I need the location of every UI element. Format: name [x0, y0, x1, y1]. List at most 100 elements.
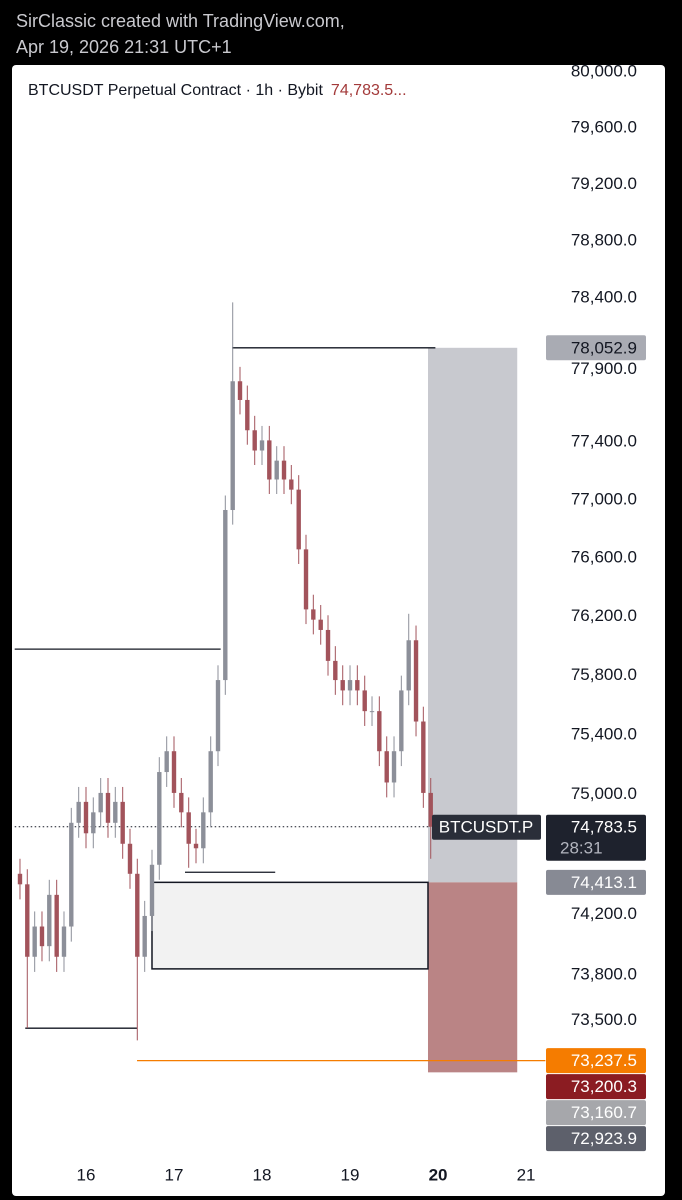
- candle-body: [421, 721, 426, 793]
- y-tick-label: 79,200.0: [571, 174, 637, 193]
- candle-body: [179, 792, 184, 813]
- y-tick-label: 76,200.0: [571, 606, 637, 625]
- title-price: 74,783.5...: [331, 82, 407, 99]
- candle-body: [281, 460, 287, 480]
- x-tick-label: 17: [165, 1165, 184, 1184]
- y-tick-label: 77,900.0: [571, 359, 637, 378]
- candle-body: [98, 792, 103, 813]
- candle-body: [113, 801, 118, 823]
- x-tick-label: 16: [77, 1165, 96, 1184]
- candle-body: [333, 660, 338, 681]
- candle-body: [369, 711, 375, 713]
- candle-body: [347, 680, 353, 691]
- credit-line: SirClassic created with TradingView.com,: [16, 11, 345, 31]
- candle-body: [142, 915, 147, 957]
- price-tag: [546, 1048, 646, 1074]
- candle-body: [105, 792, 111, 823]
- candle-body: [47, 894, 52, 947]
- y-tick-label: 75,000.0: [571, 784, 637, 803]
- candle-body: [171, 751, 177, 793]
- candle-body: [428, 792, 433, 827]
- candle-body: [237, 381, 243, 400]
- x-tick-label: 21: [517, 1165, 536, 1184]
- candle-body: [39, 926, 45, 947]
- price-tag: [546, 1074, 646, 1100]
- price-tag-label: 78,052.9: [571, 338, 637, 357]
- chart-panel: [12, 65, 665, 1196]
- position-reward: [427, 882, 518, 1073]
- candle-body: [223, 510, 228, 681]
- x-tick-label: 18: [253, 1165, 272, 1184]
- last-price-label: 74,783.5: [571, 817, 637, 836]
- price-tag: [546, 1100, 646, 1126]
- y-tick-label: 80,000.0: [571, 61, 637, 80]
- candle-body: [61, 926, 67, 957]
- candle-body: [406, 640, 411, 691]
- candle-body: [399, 690, 404, 752]
- candle-body: [149, 864, 155, 916]
- symbol-label: BTCUSDT.P: [439, 817, 533, 836]
- y-tick-label: 74,200.0: [571, 904, 637, 923]
- candle-body: [377, 711, 382, 752]
- y-tick-label: 76,600.0: [571, 548, 637, 567]
- candle-body: [303, 549, 309, 610]
- candle-body: [230, 381, 235, 511]
- price-tag-label: 72,923.9: [571, 1129, 637, 1148]
- candle-body: [362, 690, 367, 712]
- candle-body: [193, 843, 199, 849]
- price-tag: [546, 335, 646, 361]
- candle-body: [267, 440, 272, 480]
- candle-body: [355, 680, 360, 691]
- candle-body: [245, 399, 250, 431]
- candle-body: [391, 751, 397, 783]
- y-tick-label: 75,800.0: [571, 665, 637, 684]
- y-tick-label: 79,600.0: [571, 118, 637, 137]
- candle-body: [325, 629, 331, 661]
- last-price-tag: [546, 814, 646, 861]
- candle-body: [274, 460, 279, 480]
- credit-date: Apr 19, 2026 21:31 UTC+1: [16, 37, 232, 57]
- candle-body: [289, 479, 294, 490]
- price-tag-label: 73,160.7: [571, 1103, 637, 1122]
- y-tick-label: 78,400.0: [571, 288, 637, 307]
- price-tag-label: 73,237.5: [571, 1051, 637, 1070]
- candle-body: [311, 609, 316, 620]
- candle-body: [69, 822, 74, 927]
- candle-body: [83, 801, 89, 834]
- candle-body: [318, 619, 323, 630]
- candle-body: [76, 801, 81, 823]
- candle-body: [296, 489, 301, 550]
- y-tick-label: 73,800.0: [571, 964, 637, 983]
- candle-body: [201, 812, 206, 849]
- position-risk: [427, 347, 518, 883]
- countdown: 28:31: [560, 838, 603, 857]
- x-tick-label: 19: [341, 1165, 360, 1184]
- x-tick-label: 20: [429, 1165, 448, 1184]
- candle-body: [135, 873, 140, 957]
- zone-box: [151, 881, 429, 970]
- y-tick-label: 78,800.0: [571, 231, 637, 250]
- candle-body: [340, 680, 345, 691]
- candle-body: [384, 751, 389, 783]
- candle-body: [91, 812, 96, 834]
- candle-body: [157, 772, 162, 865]
- candle-body: [120, 801, 125, 844]
- candle-body: [215, 680, 221, 752]
- candle-body: [186, 812, 191, 844]
- candle-body: [252, 430, 257, 451]
- price-tag: [546, 1126, 646, 1152]
- candle-body: [32, 926, 37, 957]
- chart-title: BTCUSDT Perpetual Contract · 1h · Bybit: [28, 82, 323, 99]
- candle-body: [413, 640, 419, 722]
- candle-body: [17, 873, 23, 885]
- y-tick-label: 77,000.0: [571, 489, 637, 508]
- price-tag-label: 74,413.1: [571, 873, 637, 892]
- candle-body: [208, 751, 213, 813]
- price-tag: [546, 869, 646, 895]
- price-tag-label: 73,200.3: [571, 1077, 637, 1096]
- y-tick-label: 73,500.0: [571, 1010, 637, 1029]
- candle-body: [54, 894, 59, 957]
- symbol-tag: [432, 814, 541, 840]
